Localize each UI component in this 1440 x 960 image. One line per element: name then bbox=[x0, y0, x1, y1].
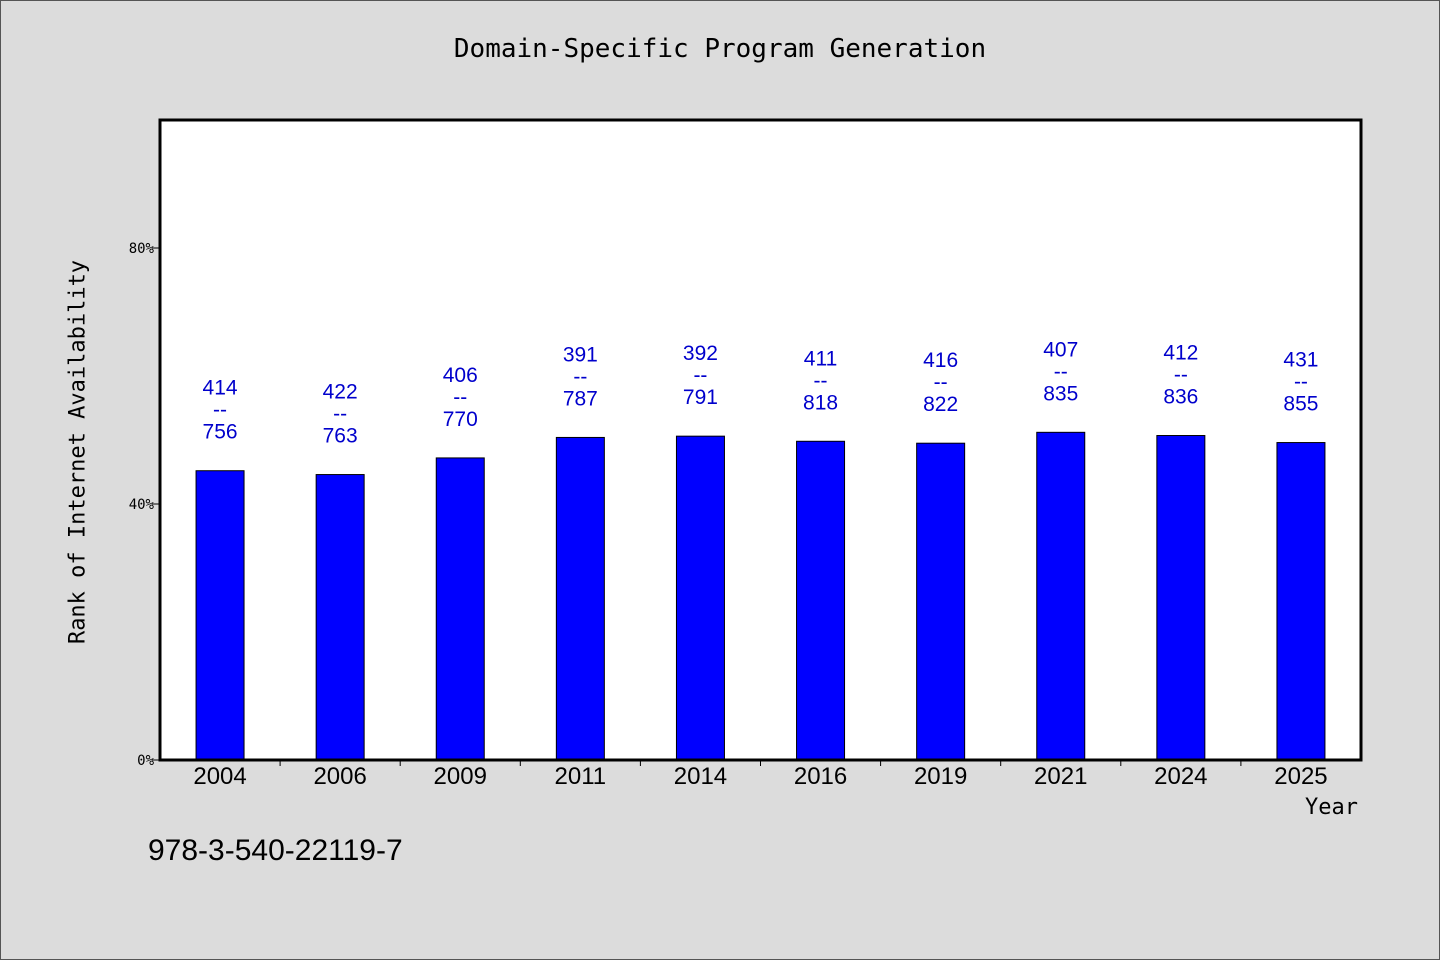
chart-title: Domain-Specific Program Generation bbox=[453, 34, 987, 64]
footer-code: 978-3-540-22119-7 bbox=[148, 834, 403, 867]
x-tick-label: 2004 bbox=[193, 763, 246, 790]
data-label: 822 bbox=[923, 393, 958, 416]
data-label: -- bbox=[573, 365, 587, 388]
bar bbox=[675, 435, 725, 761]
data-label: 791 bbox=[683, 386, 718, 409]
bar bbox=[315, 474, 365, 761]
data-label: 412 bbox=[1163, 342, 1198, 365]
x-tick-label: 2006 bbox=[313, 763, 366, 790]
data-label: 770 bbox=[443, 408, 478, 431]
data-label: -- bbox=[213, 399, 227, 422]
x-tick-label: 2021 bbox=[1034, 763, 1087, 790]
x-tick-label: 2025 bbox=[1274, 763, 1327, 790]
x-axis-title: Year bbox=[1305, 795, 1358, 820]
data-label: 391 bbox=[563, 343, 598, 366]
bar bbox=[195, 470, 245, 761]
x-tick-label: 2014 bbox=[674, 763, 727, 790]
x-tick-label: 2024 bbox=[1154, 763, 1207, 790]
bar bbox=[1036, 431, 1086, 761]
bar bbox=[1156, 435, 1206, 761]
data-label: 414 bbox=[203, 377, 238, 400]
data-label: 406 bbox=[443, 364, 478, 387]
data-label: 818 bbox=[803, 391, 838, 414]
data-label: -- bbox=[453, 386, 467, 409]
data-label: 836 bbox=[1163, 386, 1198, 409]
bar bbox=[796, 440, 846, 761]
bar bbox=[916, 442, 966, 761]
data-label: 422 bbox=[323, 381, 358, 404]
data-label: 411 bbox=[804, 347, 837, 370]
bar bbox=[555, 436, 605, 761]
data-label: 835 bbox=[1043, 382, 1078, 405]
data-label: 431 bbox=[1283, 349, 1318, 372]
y-tick-label: 40% bbox=[129, 497, 155, 513]
x-tick-label: 2011 bbox=[555, 763, 607, 790]
data-label: -- bbox=[1054, 360, 1068, 383]
x-tick-label: 2019 bbox=[914, 763, 967, 790]
x-tick-label: 2016 bbox=[794, 763, 847, 790]
data-label: 407 bbox=[1043, 338, 1078, 361]
data-label: 855 bbox=[1283, 393, 1318, 416]
data-label: 392 bbox=[683, 342, 718, 365]
bar bbox=[1276, 442, 1326, 761]
data-label: -- bbox=[814, 369, 828, 392]
data-label: -- bbox=[1174, 364, 1188, 387]
data-label: -- bbox=[333, 403, 347, 426]
data-label: -- bbox=[693, 364, 707, 387]
data-label: 756 bbox=[203, 421, 238, 444]
data-label: 416 bbox=[923, 349, 958, 372]
bar bbox=[435, 457, 485, 761]
y-tick-label: 0% bbox=[137, 753, 154, 769]
y-tick-label: 80% bbox=[129, 241, 155, 257]
data-label: 763 bbox=[323, 425, 358, 448]
data-label: -- bbox=[934, 371, 948, 394]
data-label: -- bbox=[1294, 371, 1308, 394]
plot-border bbox=[158, 118, 1363, 762]
data-label: 787 bbox=[563, 387, 598, 410]
x-tick-label: 2009 bbox=[434, 763, 487, 790]
